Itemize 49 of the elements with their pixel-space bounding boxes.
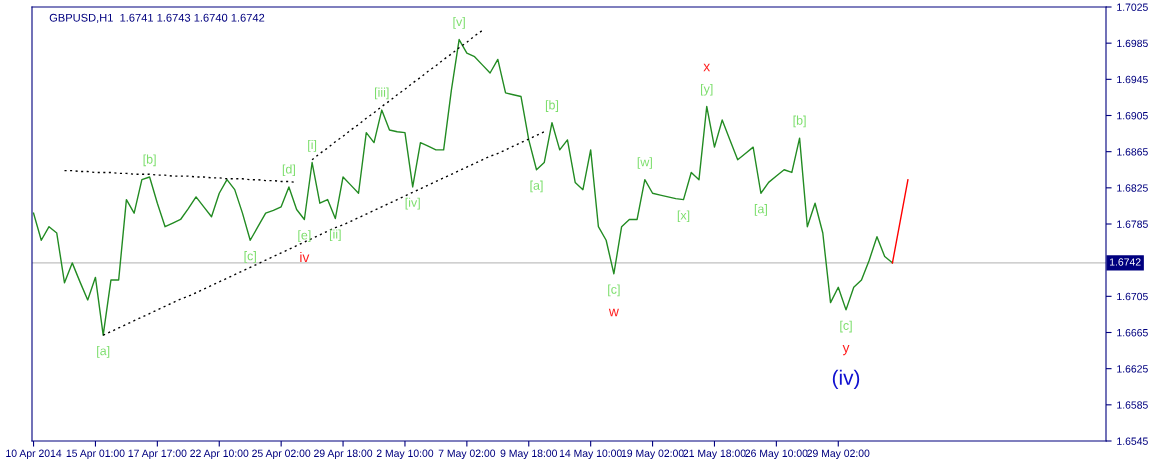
annotation: [e] iv [298, 230, 311, 262]
annotation: [c] w [608, 284, 620, 317]
x-tick-label: 14 May 10:00 [559, 449, 622, 460]
x-tick-label: 15 Apr 01:00 [66, 449, 125, 460]
x-tick-label: 19 May 02:00 [621, 449, 684, 460]
annotation: [b] [545, 100, 559, 112]
x-tick-label: 17 Apr 17:00 [128, 449, 187, 460]
x-tick-label: 29 May 02:00 [807, 449, 870, 460]
annotation: x [y] [701, 63, 713, 96]
x-tick-label: 29 Apr 18:00 [314, 449, 373, 460]
y-tick-label: 1.6785 [1117, 220, 1148, 228]
y-tick-label: 1.6545 [1117, 437, 1148, 445]
text: GBPUSD,H1 1.6741 1.6743 1.6740 1.6742 [49, 13, 265, 23]
annotation: [b] [793, 115, 806, 128]
annotation: [x] [677, 210, 690, 223]
x-tick-label: 22 Apr 10:00 [190, 449, 249, 460]
y-tick-label: 1.6665 [1117, 329, 1148, 337]
annotation: [v] [453, 17, 465, 29]
x-tick-label: 25 Apr 02:00 [252, 449, 311, 460]
annotation: [ii] [329, 229, 341, 242]
x-tick-label: 10 Apr 2014 [6, 449, 62, 460]
y-tick-label: 1.6945 [1117, 75, 1148, 84]
annotation: [c] y (iv) [832, 320, 860, 390]
y-tick-label: 1.6865 [1117, 148, 1148, 156]
x-tick-label: 21 May 18:00 [683, 449, 746, 460]
y-tick-label: 1.6905 [1117, 112, 1148, 120]
annotation: [b] [143, 154, 156, 167]
x-tick-label: 26 May 10:00 [745, 449, 808, 460]
y-tick-label: 1.6825 [1117, 184, 1148, 192]
annotation: [a] [97, 346, 110, 358]
x-tick-label: 2 May 10:00 [376, 449, 434, 460]
y-tick-label: 1.6985 [1117, 39, 1148, 48]
annotation: [c] [244, 251, 256, 263]
y-tick-label: 1.6705 [1117, 292, 1148, 301]
ref-line-label: 1.6742 [1110, 258, 1141, 266]
y-tick-label: 1.7025 [1117, 3, 1148, 11]
annotation: [iii] [375, 87, 389, 100]
annotation: [w] [637, 157, 652, 169]
y-tick-label: 1.6625 [1117, 365, 1148, 373]
line-series [102, 131, 545, 336]
annotation: [iv] [405, 197, 420, 210]
y-tick-label: 1.6585 [1117, 401, 1148, 409]
line-series [32, 38, 894, 336]
x-tick-label: 7 May 02:00 [438, 449, 496, 460]
annotation: [i] [308, 140, 317, 152]
annotation: [a] [530, 180, 543, 193]
x-tick-label: 9 May 18:00 [500, 449, 558, 460]
annotation: [d] [282, 164, 295, 177]
annotation: [a] [754, 204, 767, 216]
